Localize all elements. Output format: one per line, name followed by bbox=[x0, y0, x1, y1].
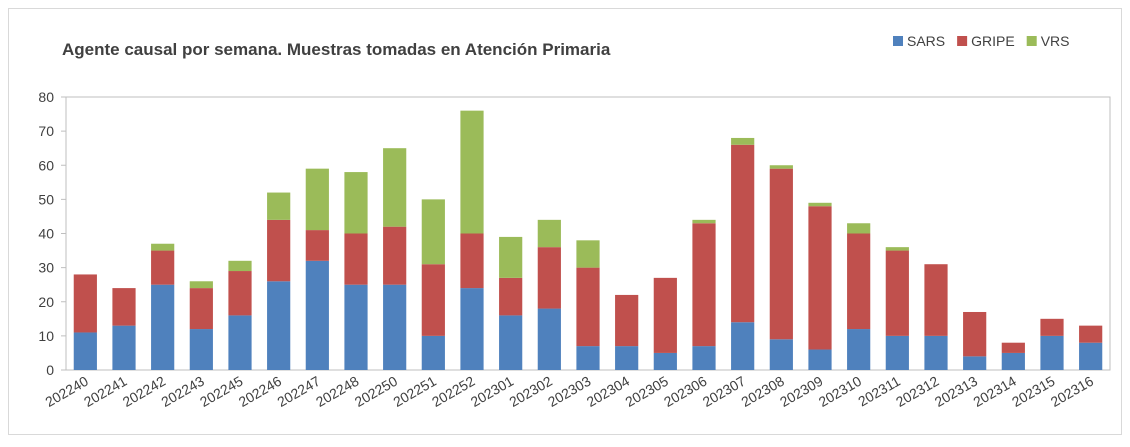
bar-segment bbox=[189, 288, 213, 330]
legend-label: SARS bbox=[907, 33, 945, 49]
bar-segment bbox=[537, 219, 561, 248]
bar-segment bbox=[228, 315, 252, 370]
bar-segment bbox=[151, 250, 175, 285]
bar-segment bbox=[1040, 335, 1064, 370]
chart-frame bbox=[8, 8, 1122, 435]
bar-segment bbox=[189, 329, 213, 370]
bar-segment bbox=[383, 226, 407, 285]
bar-segment bbox=[1040, 318, 1064, 336]
bar-segment bbox=[885, 335, 909, 370]
bar-segment bbox=[383, 148, 407, 227]
legend-swatch bbox=[957, 36, 968, 46]
bar-segment bbox=[112, 288, 136, 326]
bar-segment bbox=[808, 349, 832, 370]
bar-segment bbox=[576, 240, 600, 268]
y-tick-label: 40 bbox=[38, 226, 54, 242]
bar-segment bbox=[267, 219, 291, 282]
bar-segment bbox=[963, 356, 987, 370]
bar-segment bbox=[885, 250, 909, 336]
bar-segment bbox=[769, 168, 793, 340]
bar-segment bbox=[383, 284, 407, 370]
bar-segment bbox=[924, 335, 948, 370]
bar-segment bbox=[692, 223, 716, 347]
bar-segment bbox=[692, 219, 716, 224]
y-tick-label: 0 bbox=[46, 362, 54, 378]
bar-segment bbox=[460, 288, 484, 370]
y-tick-label: 20 bbox=[38, 294, 54, 310]
bar-segment bbox=[460, 110, 484, 234]
bar-segment bbox=[305, 168, 329, 231]
bar-segment bbox=[769, 165, 793, 169]
bar-segment bbox=[731, 144, 755, 323]
legend-label: VRS bbox=[1041, 33, 1070, 49]
bar-segment bbox=[615, 294, 639, 347]
bar-segment bbox=[808, 206, 832, 350]
bar-segment bbox=[499, 236, 523, 278]
legend-swatch bbox=[893, 36, 903, 46]
bar-segment bbox=[1079, 325, 1103, 343]
legend-label: GRIPE bbox=[971, 33, 1015, 49]
bar-segment bbox=[769, 339, 793, 370]
bar-segment bbox=[228, 260, 252, 272]
bar-segment bbox=[653, 352, 677, 370]
bar-segment bbox=[305, 230, 329, 261]
bar-segment bbox=[73, 332, 97, 370]
y-tick-label: 80 bbox=[38, 89, 54, 105]
bar-segment bbox=[421, 264, 445, 336]
bar-segment bbox=[924, 264, 948, 336]
bar-segment bbox=[189, 281, 213, 289]
bar-segment bbox=[963, 311, 987, 357]
bar-segment bbox=[305, 260, 329, 370]
bar-segment bbox=[808, 202, 832, 207]
bar-segment bbox=[847, 329, 871, 370]
bar-segment bbox=[151, 243, 175, 251]
bar-segment bbox=[731, 322, 755, 370]
bar-segment bbox=[885, 247, 909, 251]
bar-segment bbox=[267, 281, 291, 370]
bar-segment bbox=[576, 267, 600, 347]
y-tick-label: 30 bbox=[38, 260, 54, 276]
bar-segment bbox=[151, 284, 175, 370]
y-tick-label: 50 bbox=[38, 191, 54, 207]
bar-segment bbox=[847, 233, 871, 330]
y-tick-label: 60 bbox=[38, 157, 54, 173]
bar-segment bbox=[228, 271, 252, 316]
bar-segment bbox=[576, 346, 600, 370]
bar-segment bbox=[421, 199, 445, 265]
bar-segment bbox=[615, 346, 639, 370]
bar-segment bbox=[499, 315, 523, 370]
bar-segment bbox=[344, 233, 368, 285]
bar-segment bbox=[847, 223, 871, 234]
bar-segment bbox=[267, 192, 291, 220]
bar-segment bbox=[653, 277, 677, 353]
bar-segment bbox=[537, 247, 561, 309]
bar-segment bbox=[692, 346, 716, 370]
bar-segment bbox=[1001, 352, 1025, 370]
bar-segment bbox=[1079, 342, 1103, 370]
bar-segment bbox=[460, 233, 484, 289]
bar-segment bbox=[344, 172, 368, 234]
bar-segment bbox=[344, 284, 368, 370]
bar-segment bbox=[112, 325, 136, 370]
bar-segment bbox=[537, 308, 561, 370]
legend-swatch bbox=[1026, 36, 1037, 46]
bar-segment bbox=[73, 274, 97, 333]
bar-segment bbox=[731, 137, 755, 145]
bar-segment bbox=[499, 277, 523, 316]
y-tick-label: 10 bbox=[38, 328, 54, 344]
y-tick-label: 70 bbox=[38, 123, 54, 139]
bar-segment bbox=[421, 335, 445, 370]
bar-segment bbox=[1001, 342, 1025, 353]
chart-title: Agente causal por semana. Muestras tomad… bbox=[62, 40, 611, 59]
